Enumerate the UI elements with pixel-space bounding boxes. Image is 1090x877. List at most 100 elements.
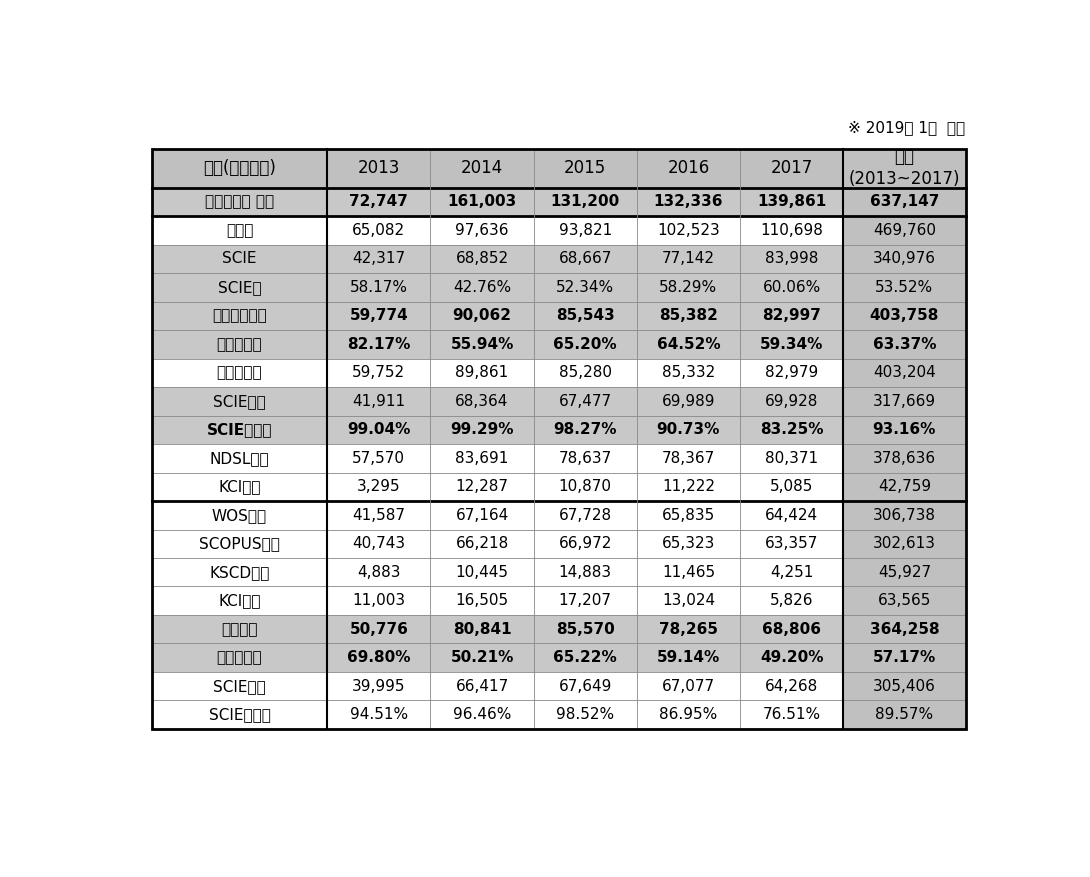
- Bar: [637, 501, 740, 530]
- Text: 139,861: 139,861: [756, 195, 826, 210]
- Text: 78,367: 78,367: [662, 451, 715, 466]
- Text: 99.29%: 99.29%: [450, 423, 513, 438]
- Bar: [740, 387, 844, 416]
- Text: 52.34%: 52.34%: [556, 280, 615, 295]
- Text: SCIE: SCIE: [222, 252, 257, 267]
- Bar: [327, 530, 431, 558]
- Bar: [740, 302, 844, 330]
- Text: 45,927: 45,927: [877, 565, 931, 580]
- Bar: [431, 444, 534, 473]
- Text: 50.21%: 50.21%: [450, 650, 513, 666]
- Text: 85,280: 85,280: [559, 366, 611, 381]
- Bar: [431, 501, 534, 530]
- Text: 403,204: 403,204: [873, 366, 935, 381]
- Bar: [327, 188, 431, 216]
- Bar: [844, 387, 966, 416]
- Bar: [637, 701, 740, 729]
- Text: 72,747: 72,747: [350, 195, 409, 210]
- Bar: [152, 530, 327, 558]
- Bar: [431, 416, 534, 444]
- Bar: [740, 701, 844, 729]
- Text: 11,222: 11,222: [662, 479, 715, 495]
- Text: 89,861: 89,861: [456, 366, 509, 381]
- Bar: [431, 558, 534, 587]
- Bar: [327, 302, 431, 330]
- Bar: [637, 473, 740, 501]
- Text: 69.80%: 69.80%: [347, 650, 411, 666]
- Bar: [637, 672, 740, 701]
- Bar: [327, 701, 431, 729]
- Text: 59.34%: 59.34%: [760, 337, 823, 352]
- Text: 합계
(2013~2017): 합계 (2013~2017): [849, 148, 960, 189]
- Text: 67,649: 67,649: [558, 679, 611, 694]
- Bar: [740, 359, 844, 387]
- Bar: [534, 216, 637, 245]
- Text: KSCD검증: KSCD검증: [209, 565, 269, 580]
- Bar: [637, 558, 740, 587]
- Text: 40,743: 40,743: [352, 536, 405, 552]
- Bar: [431, 672, 534, 701]
- Text: 65,082: 65,082: [352, 223, 405, 238]
- Bar: [534, 672, 637, 701]
- Text: 59.14%: 59.14%: [657, 650, 720, 666]
- Bar: [534, 530, 637, 558]
- Text: 67,477: 67,477: [559, 394, 611, 409]
- Text: 원문연계율: 원문연계율: [217, 337, 263, 352]
- Text: 65,835: 65,835: [662, 508, 715, 523]
- Text: 85,543: 85,543: [556, 309, 615, 324]
- Bar: [152, 330, 327, 359]
- Bar: [152, 501, 327, 530]
- Bar: [431, 273, 534, 302]
- Text: 16,505: 16,505: [456, 593, 509, 609]
- Bar: [534, 558, 637, 587]
- Bar: [844, 672, 966, 701]
- Text: 306,738: 306,738: [873, 508, 936, 523]
- Bar: [152, 216, 327, 245]
- Bar: [431, 701, 534, 729]
- Bar: [534, 302, 637, 330]
- Bar: [637, 615, 740, 644]
- Text: 68,667: 68,667: [558, 252, 611, 267]
- Bar: [637, 359, 740, 387]
- Bar: [637, 330, 740, 359]
- Text: 학술지: 학술지: [226, 223, 253, 238]
- Text: 65.22%: 65.22%: [554, 650, 617, 666]
- Bar: [844, 501, 966, 530]
- Text: 82,997: 82,997: [762, 309, 821, 324]
- Text: 86.95%: 86.95%: [659, 707, 717, 722]
- Text: 67,728: 67,728: [559, 508, 611, 523]
- Text: KCI연계: KCI연계: [218, 479, 261, 495]
- Bar: [740, 558, 844, 587]
- Text: 93.16%: 93.16%: [873, 423, 936, 438]
- Bar: [327, 359, 431, 387]
- Bar: [844, 644, 966, 672]
- Bar: [327, 245, 431, 273]
- Text: 85,382: 85,382: [659, 309, 718, 324]
- Bar: [152, 615, 327, 644]
- Text: 64.52%: 64.52%: [656, 337, 720, 352]
- Text: WOS검증: WOS검증: [211, 508, 267, 523]
- Text: 131,200: 131,200: [550, 195, 620, 210]
- Bar: [152, 587, 327, 615]
- Text: KCI검증: KCI검증: [218, 593, 261, 609]
- Text: 57,570: 57,570: [352, 451, 405, 466]
- Bar: [534, 644, 637, 672]
- Bar: [740, 416, 844, 444]
- Text: 3,295: 3,295: [358, 479, 401, 495]
- Text: 63,357: 63,357: [765, 536, 819, 552]
- Text: SCIE연계율: SCIE연계율: [207, 423, 272, 438]
- Bar: [327, 444, 431, 473]
- Text: 10,445: 10,445: [456, 565, 509, 580]
- Text: 41,587: 41,587: [352, 508, 405, 523]
- Bar: [152, 387, 327, 416]
- Text: 69,989: 69,989: [662, 394, 715, 409]
- Text: 90.73%: 90.73%: [656, 423, 720, 438]
- Text: 469,760: 469,760: [873, 223, 936, 238]
- Bar: [327, 473, 431, 501]
- Text: 98.52%: 98.52%: [556, 707, 615, 722]
- Text: 42,317: 42,317: [352, 252, 405, 267]
- Bar: [534, 245, 637, 273]
- Bar: [152, 149, 327, 188]
- Text: 94.51%: 94.51%: [350, 707, 408, 722]
- Text: 378,636: 378,636: [873, 451, 936, 466]
